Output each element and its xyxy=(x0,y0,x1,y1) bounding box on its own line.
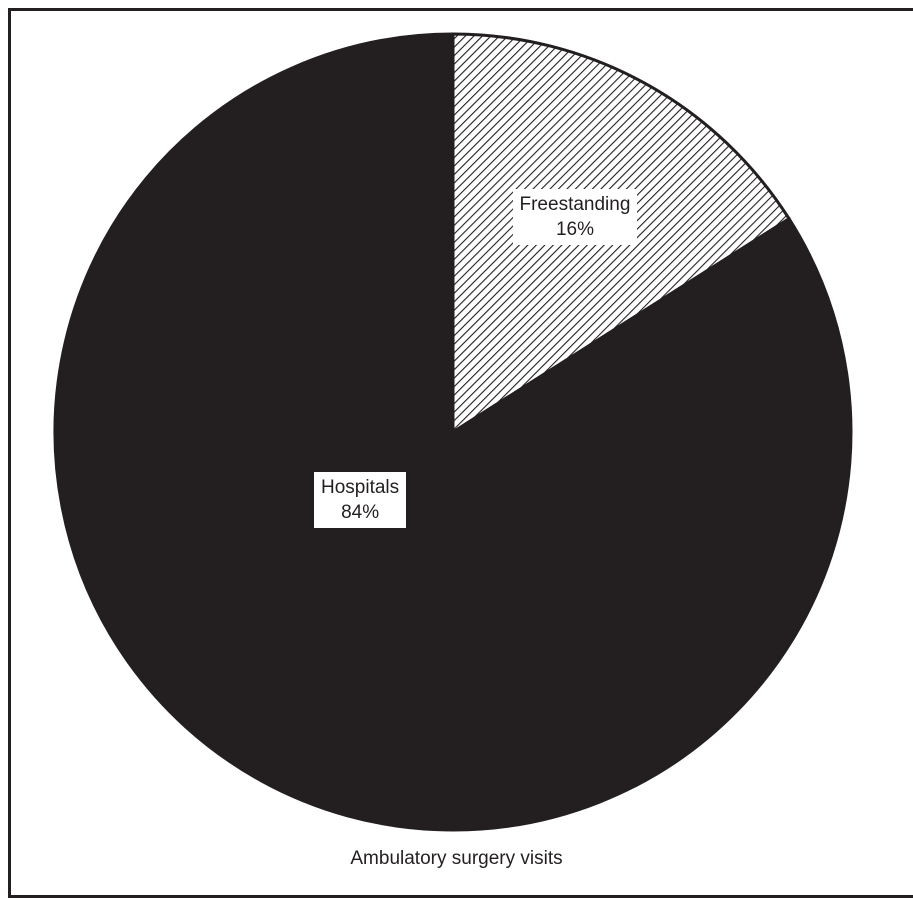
chart-caption: Ambulatory surgery visits xyxy=(350,848,563,869)
slice-label-value: 84% xyxy=(341,502,380,523)
pie-slice-hospitals xyxy=(53,32,853,832)
slice-label-value: 16% xyxy=(555,219,594,240)
slice-label-freestanding: Freestanding 16% xyxy=(512,189,638,245)
slice-label-name: Freestanding xyxy=(519,194,631,215)
slice-label-hospitals: Hospitals 84% xyxy=(314,472,407,528)
slice-label-name: Hospitals xyxy=(321,477,400,498)
